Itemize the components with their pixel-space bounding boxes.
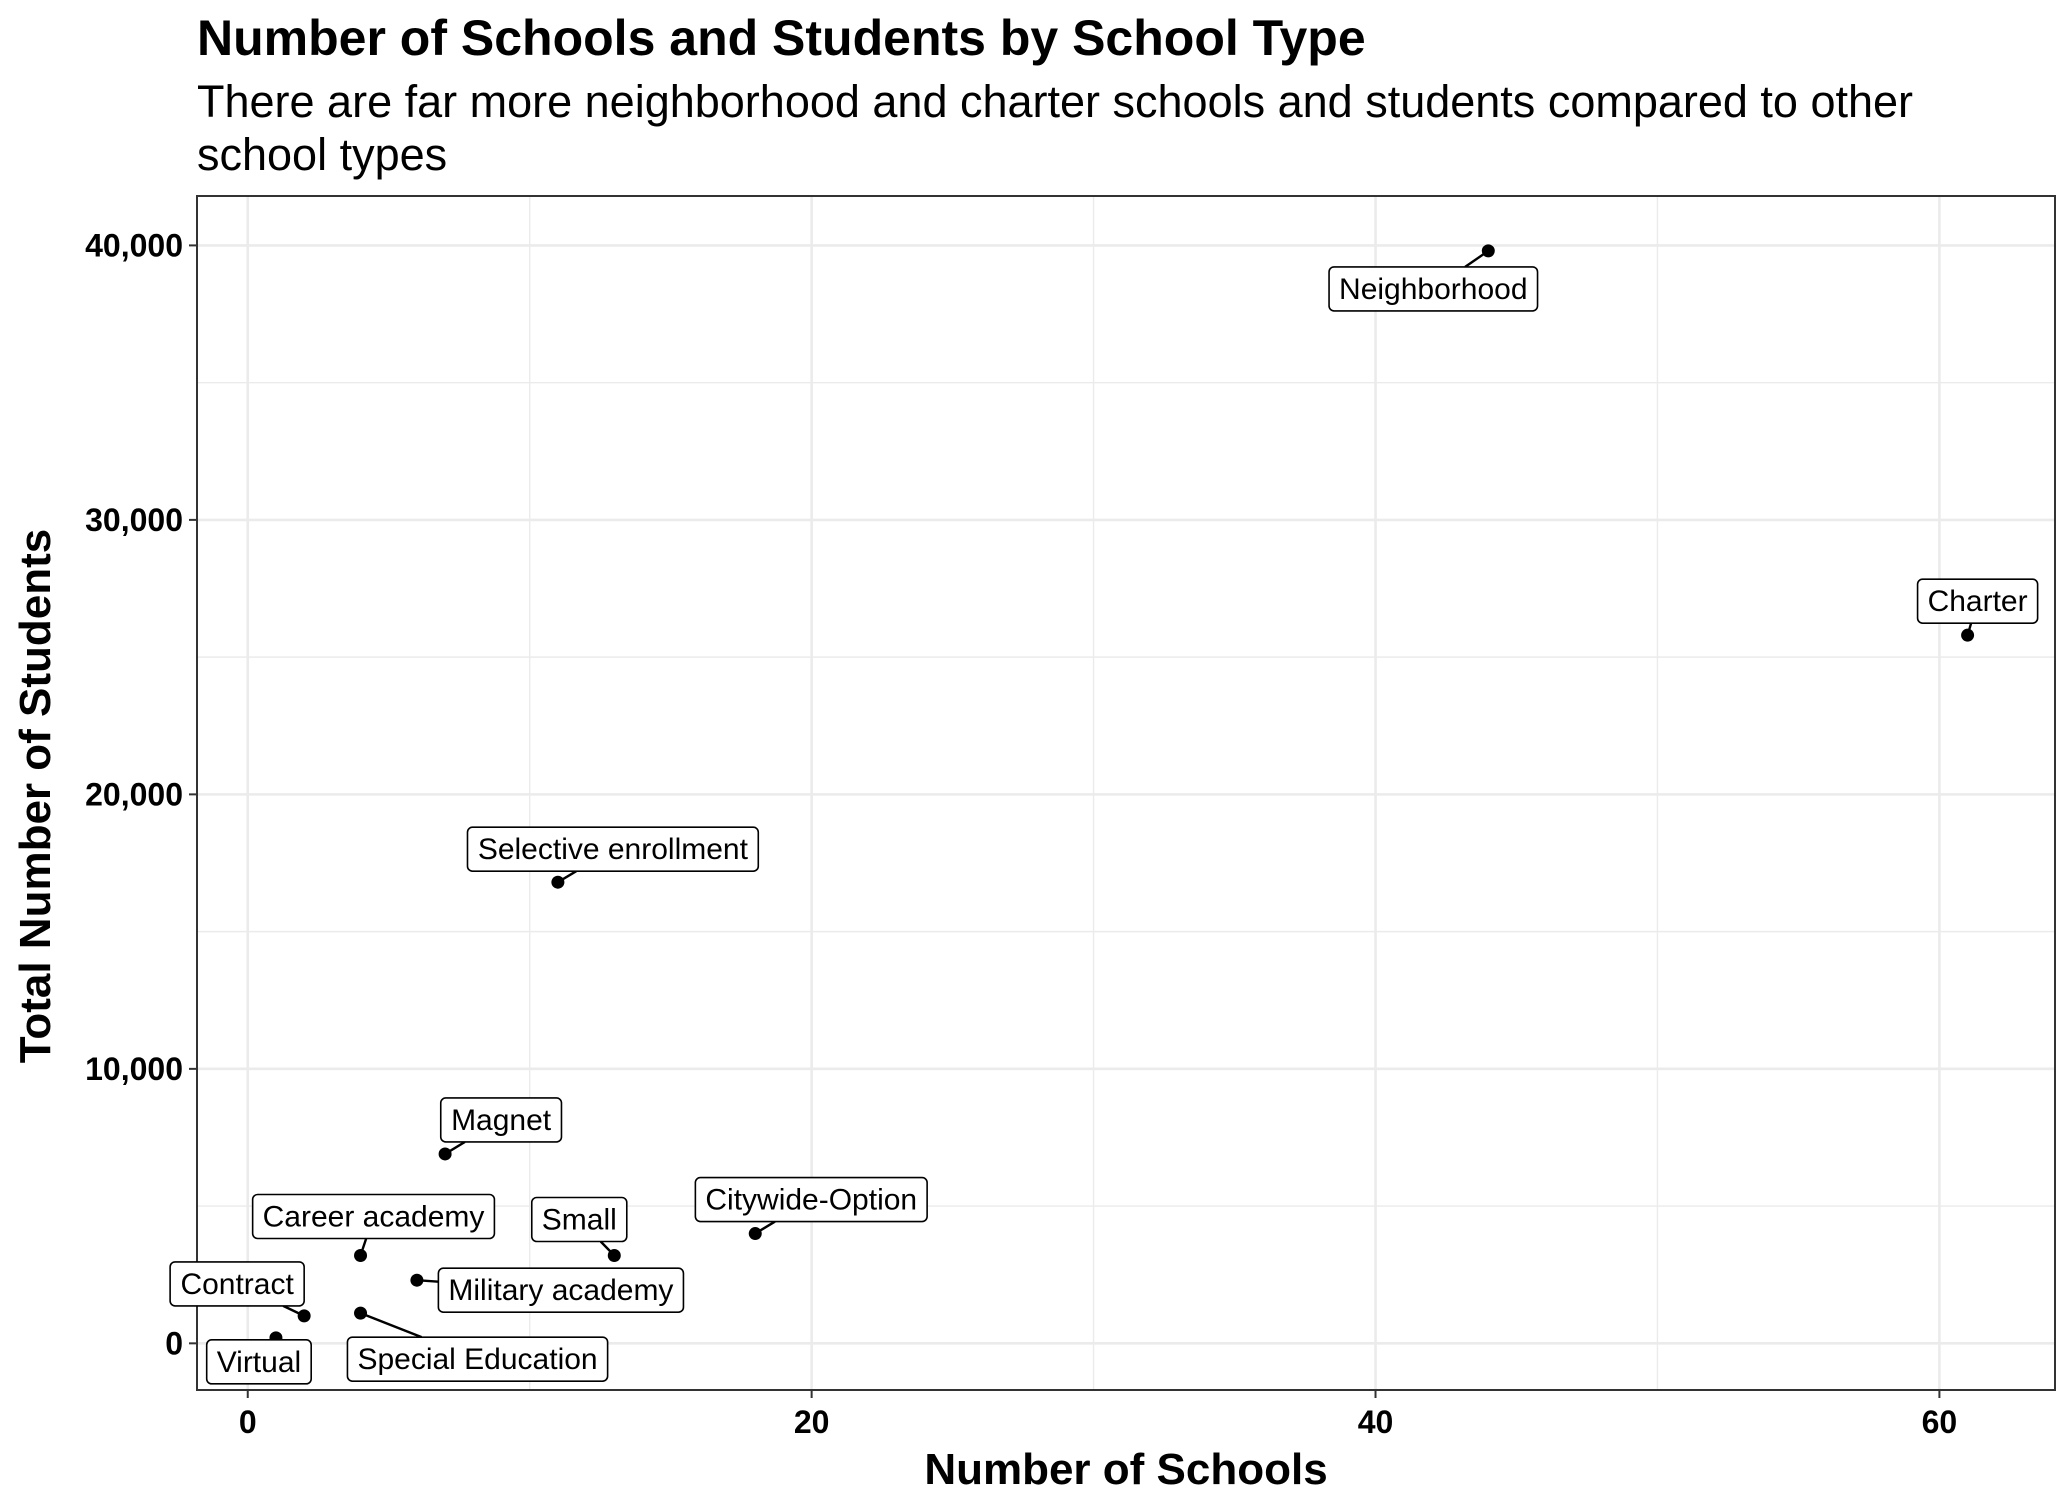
x-tick-label: 60 [1922, 1404, 1958, 1440]
x-tick-label: 20 [794, 1404, 830, 1440]
label-military-academy: Military academy [437, 1267, 685, 1314]
label-virtual: Virtual [205, 1339, 312, 1385]
data-point-citywide-option [748, 1227, 762, 1241]
point-label-text: Magnet [451, 1104, 552, 1137]
data-point-small [607, 1249, 621, 1263]
label-career-academy: Career academy [251, 1193, 496, 1240]
y-tick-label: 0 [165, 1325, 183, 1361]
point-label-text: Contract [180, 1268, 294, 1301]
point-label-text: Career academy [263, 1201, 485, 1234]
point-label-box [694, 1176, 928, 1223]
data-point-career-academy [354, 1249, 368, 1263]
point-label-box [346, 1336, 609, 1382]
point-label-text: Citywide-Option [705, 1184, 917, 1217]
chart-subtitle-line-1: There are far more neighborhood and char… [197, 76, 1913, 127]
data-point-military-academy [410, 1273, 424, 1287]
point-labels: Neighborhood Charter Selective enrollment M… [169, 266, 2039, 1385]
point-label-text: Selective enrollment [478, 833, 749, 866]
point-label-text: Military academy [448, 1274, 673, 1307]
label-neighborhood: Neighborhood [1328, 266, 1539, 312]
label-small: Small [530, 1196, 628, 1243]
data-point-special-education [354, 1306, 368, 1320]
label-special-education: Special Education [346, 1336, 609, 1382]
point-label-box [437, 1267, 685, 1314]
point-label-box [169, 1261, 305, 1307]
label-connector [360, 1312, 423, 1339]
data-point-selective-enrollment [551, 875, 565, 889]
point-label-box [1916, 578, 2039, 624]
label-charter: Charter [1916, 578, 2039, 624]
label-magnet: Magnet [439, 1097, 563, 1143]
point-label-box [466, 826, 760, 873]
data-point-magnet [438, 1147, 452, 1161]
axis-ticks: 0 20 40 60 0 10,000 20,000 30,000 40,000 [85, 227, 1957, 1440]
data-point-charter [1961, 628, 1975, 642]
point-label-box [439, 1097, 563, 1143]
y-tick-label: 30,000 [85, 502, 183, 538]
plot-panel-border [196, 195, 2056, 1391]
point-label-box [530, 1196, 628, 1243]
point-label-text: Special Education [357, 1343, 597, 1376]
grid-lines [197, 196, 2055, 1390]
point-label-box [1328, 266, 1539, 312]
x-tick-label: 40 [1358, 1404, 1394, 1440]
chart-title: Number of Schools and Students by School… [197, 10, 1366, 66]
point-label-text: Small [542, 1204, 617, 1237]
data-point-contract [297, 1309, 311, 1323]
data-points [269, 244, 1975, 1345]
point-label-text: Neighborhood [1339, 273, 1527, 306]
point-label-text: Charter [1928, 585, 2028, 618]
point-label-box [251, 1193, 496, 1240]
point-label-text: Virtual [217, 1346, 302, 1379]
chart-subtitle-line-2: school types [197, 129, 447, 180]
y-tick-label: 20,000 [85, 776, 183, 812]
label-citywide-option: Citywide-Option [694, 1176, 928, 1223]
label-selective-enrollment: Selective enrollment [466, 826, 760, 873]
y-tick-label: 10,000 [85, 1051, 183, 1087]
data-point-neighborhood [1481, 244, 1495, 258]
point-label-box [205, 1339, 312, 1385]
label-contract: Contract [169, 1261, 305, 1307]
y-tick-label: 40,000 [85, 227, 183, 263]
x-tick-label: 0 [239, 1404, 257, 1440]
x-axis-title: Number of Schools [924, 1445, 1327, 1494]
y-axis-title: Total Number of Students [11, 529, 60, 1064]
